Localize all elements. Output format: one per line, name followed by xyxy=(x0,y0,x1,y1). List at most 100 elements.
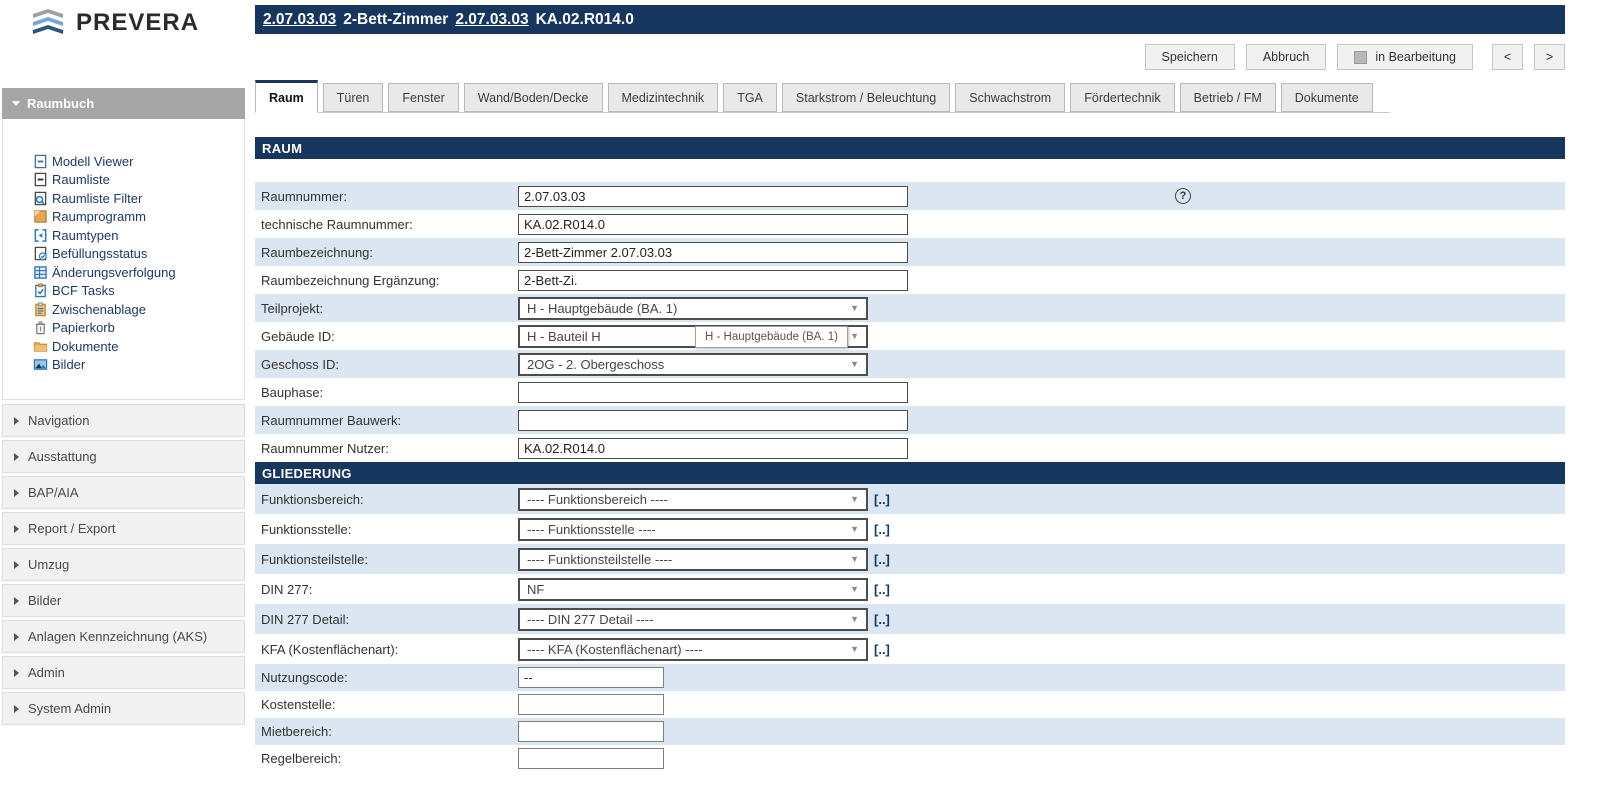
sidebar-section-ausstattung[interactable]: Ausstattung xyxy=(2,440,245,473)
chevron-right-icon xyxy=(14,596,19,605)
kfa-select[interactable]: ---- KFA (Kostenflächenart) ---- ▼ xyxy=(518,637,868,661)
sidebar-item-dokumente[interactable]: Dokumente xyxy=(3,337,244,356)
sidebar-item-papierkorb[interactable]: Papierkorb xyxy=(3,319,244,338)
form-row: Bauphase: xyxy=(255,378,1565,406)
regelbereich-input[interactable] xyxy=(518,748,664,769)
field-label: DIN 277: xyxy=(261,581,313,597)
sidebar-item-label: Papierkorb xyxy=(52,320,115,336)
sidebar-item-befuellungsstatus[interactable]: Befüllungsstatus xyxy=(3,245,244,264)
cancel-button[interactable]: Abbruch xyxy=(1245,44,1327,70)
room-number-link-2[interactable]: 2.07.03.03 xyxy=(455,10,529,28)
tab-tga[interactable]: TGA xyxy=(723,83,777,112)
sidebar-section-aks[interactable]: Anlagen Kennzeichnung (AKS) xyxy=(2,620,245,653)
document-minus-icon xyxy=(34,173,47,187)
sidebar-item-bilder[interactable]: Bilder xyxy=(3,356,244,375)
raumbezeichnung-input[interactable] xyxy=(518,241,908,263)
chevron-right-icon xyxy=(14,560,19,569)
kfa-lookup-link[interactable]: [..] xyxy=(874,641,890,657)
select-value: ---- Funktionsbereich ---- xyxy=(527,491,668,507)
previous-room-button[interactable]: < xyxy=(1492,44,1523,70)
nutzungscode-input[interactable] xyxy=(518,667,664,688)
sidebar-section-admin[interactable]: Admin xyxy=(2,656,245,689)
raumbezeichnung-ergaenzung-input[interactable] xyxy=(518,269,908,291)
funktionsstelle-lookup-link[interactable]: [..] xyxy=(874,521,890,537)
chevron-down-icon: ▼ xyxy=(850,614,859,624)
document-check-icon xyxy=(34,247,47,261)
tab-schwachstrom[interactable]: Schwachstrom xyxy=(955,83,1066,112)
form-row: KFA (Kostenflächenart): ---- KFA (Kosten… xyxy=(255,634,1565,664)
sidebar-section-bap-aia[interactable]: BAP/AIA xyxy=(2,476,245,509)
sidebar-item-modell-viewer[interactable]: Modell Viewer xyxy=(3,152,244,171)
din277-lookup-link[interactable]: [..] xyxy=(874,581,890,597)
search-document-icon xyxy=(34,191,47,205)
din277-detail-lookup-link[interactable]: [..] xyxy=(874,611,890,627)
funktionsstelle-select[interactable]: ---- Funktionsstelle ---- ▼ xyxy=(518,517,868,541)
gliederung-small-rows: Nutzungscode: Kostenstelle: Mietbereich:… xyxy=(255,664,1565,772)
funktionsteilstelle-lookup-link[interactable]: [..] xyxy=(874,551,890,567)
tab-raum[interactable]: Raum xyxy=(255,80,318,113)
field-label: Mietbereich: xyxy=(261,724,332,739)
sidebar-item-label: Änderungsverfolgung xyxy=(52,264,176,280)
sidebar-item-bcf-tasks[interactable]: BCF Tasks xyxy=(3,282,244,301)
room-number-link[interactable]: 2.07.03.03 xyxy=(263,10,337,28)
tab-wand-boden-decke[interactable]: Wand/Boden/Decke xyxy=(463,83,603,112)
sidebar-item-aenderungsverfolgung[interactable]: Änderungsverfolgung xyxy=(3,263,244,282)
sidebar-item-raumliste-filter[interactable]: Raumliste Filter xyxy=(3,189,244,208)
form-row: Teilprojekt: H - Hauptgebäude (BA. 1) ▼ xyxy=(255,294,1565,322)
raumnummer-bauwerk-input[interactable] xyxy=(518,409,908,431)
room-form: RAUM Raumnummer: ? technische Raumnummer… xyxy=(255,137,1565,772)
sidebar-section-navigation[interactable]: Navigation xyxy=(2,404,245,437)
help-icon[interactable]: ? xyxy=(1175,188,1191,204)
section-title: GLIEDERUNG xyxy=(262,465,352,481)
section-header-gliederung: GLIEDERUNG xyxy=(255,462,1565,484)
din277-select[interactable]: NF ▼ xyxy=(518,577,868,601)
sidebar-section-bilder[interactable]: Bilder xyxy=(2,584,245,617)
technische-raumnummer-input[interactable] xyxy=(518,213,908,235)
sidebar-section-system-admin[interactable]: System Admin xyxy=(2,692,245,725)
folder-icon xyxy=(33,341,48,352)
sidebar-section-raumbuch[interactable]: Raumbuch xyxy=(2,88,245,119)
sidebar-item-label: Raumliste xyxy=(52,172,110,188)
raumnummer-nutzer-input[interactable] xyxy=(518,437,908,459)
field-label: Funktionsteilstelle: xyxy=(261,551,368,567)
mietbereich-input[interactable] xyxy=(518,721,664,742)
field-label: Raumbezeichnung: xyxy=(261,244,374,260)
prevera-logo-icon xyxy=(33,9,63,34)
tab-starkstrom-beleuchtung[interactable]: Starkstrom / Beleuchtung xyxy=(781,83,951,112)
tab-dokumente[interactable]: Dokumente xyxy=(1280,83,1373,112)
form-row: Raumbezeichnung Ergänzung: xyxy=(255,266,1565,294)
tab-fenster[interactable]: Fenster xyxy=(388,83,459,112)
din277-detail-select[interactable]: ---- DIN 277 Detail ---- ▼ xyxy=(518,607,868,631)
funktionsbereich-select[interactable]: ---- Funktionsbereich ---- ▼ xyxy=(518,487,868,511)
sidebar-item-label: BCF Tasks xyxy=(52,283,115,299)
chevron-down-icon: ▼ xyxy=(850,524,859,534)
section-label: Anlagen Kennzeichnung (AKS) xyxy=(28,629,208,644)
room-name-text: 2-Bett-Zimmer xyxy=(343,10,449,28)
field-label: DIN 277 Detail: xyxy=(261,611,350,627)
form-row: Funktionsstelle: ---- Funktionsstelle --… xyxy=(255,514,1565,544)
status-button[interactable]: in Bearbeitung xyxy=(1337,44,1473,70)
form-row: technische Raumnummer: xyxy=(255,210,1565,238)
funktionsbereich-lookup-link[interactable]: [..] xyxy=(874,491,890,507)
raumnummer-input[interactable] xyxy=(518,185,908,207)
sidebar-item-raumtypen[interactable]: Raumtypen xyxy=(3,226,244,245)
chevron-right-icon xyxy=(14,704,19,713)
tab-foerdertechnik[interactable]: Fördertechnik xyxy=(1070,83,1175,112)
teilprojekt-select[interactable]: H - Hauptgebäude (BA. 1) ▼ xyxy=(518,296,868,320)
geschoss-id-select[interactable]: 2OG - 2. Obergeschoss ▼ xyxy=(518,352,868,376)
save-button[interactable]: Speichern xyxy=(1144,44,1235,70)
bauphase-input[interactable] xyxy=(518,381,908,403)
sidebar-item-raumprogramm[interactable]: Raumprogramm xyxy=(3,208,244,227)
sidebar-section-report-export[interactable]: Report / Export xyxy=(2,512,245,545)
tab-medizintechnik[interactable]: Medizintechnik xyxy=(607,83,719,112)
sidebar-section-umzug[interactable]: Umzug xyxy=(2,548,245,581)
chevron-down-icon xyxy=(12,101,20,106)
tab-tueren[interactable]: Türen xyxy=(322,83,384,112)
kostenstelle-input[interactable] xyxy=(518,694,664,715)
select-option-tooltip: H - Hauptgebäude (BA. 1) xyxy=(695,326,848,348)
funktionsteilstelle-select[interactable]: ---- Funktionsteilstelle ---- ▼ xyxy=(518,547,868,571)
next-room-button[interactable]: > xyxy=(1534,44,1565,70)
sidebar-item-zwischenablage[interactable]: Zwischenablage xyxy=(3,300,244,319)
sidebar-item-raumliste[interactable]: Raumliste xyxy=(3,171,244,190)
tab-betrieb-fm[interactable]: Betrieb / FM xyxy=(1179,83,1276,112)
